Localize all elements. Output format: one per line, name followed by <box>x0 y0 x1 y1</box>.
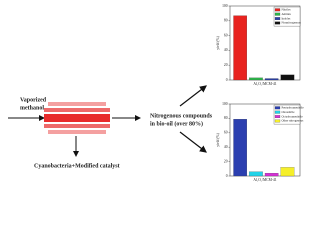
bar <box>249 171 263 177</box>
legend-label: Amides <box>282 12 292 16</box>
legend-swatch <box>274 119 281 123</box>
arrow <box>179 131 207 153</box>
bar <box>264 173 279 177</box>
legend-label: Pentadecanenitrile <box>282 105 305 109</box>
legend-label: Nonnitrogenous <box>282 21 302 25</box>
legend-swatch <box>274 106 281 110</box>
bar <box>264 78 279 81</box>
legend-swatch <box>274 8 281 12</box>
y-tick-label: 80 <box>224 116 228 120</box>
x-tick-label: Al₂O₃/MCM-41 <box>253 178 276 182</box>
legend-label: Oleonitrile <box>282 110 296 114</box>
legend-label: Indoles <box>282 16 292 20</box>
bar <box>280 74 295 81</box>
diagram: Vaporized methanol Cyanobacteria+Modifie… <box>8 4 305 182</box>
legend-swatch <box>274 21 281 25</box>
input-label: methanol <box>20 105 44 111</box>
y-tick-label: 40 <box>224 48 228 52</box>
legend-swatch <box>274 17 281 20</box>
legend-label: Octadecanenitrile <box>282 114 304 118</box>
y-tick-label: 60 <box>224 131 228 135</box>
bar <box>233 15 247 81</box>
legend-label: Nitriles <box>282 7 292 11</box>
bar <box>280 167 295 177</box>
y-tick-label: 20 <box>224 63 228 67</box>
y-tick-label: 40 <box>224 145 228 149</box>
process-label: Cyanobacteria+Modified catalyst <box>34 163 120 169</box>
product-label: in bio-oil (over 80%) <box>150 120 203 127</box>
input-label: Vaporized <box>20 97 47 103</box>
legend-label: Other nitrogenous <box>282 119 305 123</box>
y-tick-label: 60 <box>224 33 228 37</box>
y-tick-label: 0 <box>226 78 228 82</box>
arrow <box>179 85 207 107</box>
reactor <box>44 102 110 134</box>
bar <box>249 77 263 81</box>
legend-swatch <box>274 12 281 16</box>
x-tick-label: Al₂O₃/MCM-41 <box>253 82 276 86</box>
y-tick-label: 100 <box>222 102 228 106</box>
legend-box <box>273 6 301 27</box>
y-tick-label: 0 <box>226 174 228 178</box>
y-axis-label: yield (%) <box>216 35 220 49</box>
bar <box>233 119 247 177</box>
product-label: Nitrogenous compounds <box>150 113 213 119</box>
legend-swatch <box>274 115 281 119</box>
y-tick-label: 80 <box>224 19 228 23</box>
y-tick-label: 20 <box>224 159 228 163</box>
legend-box <box>273 104 301 125</box>
legend-swatch <box>274 110 281 114</box>
y-axis-label: yield (%) <box>216 132 220 146</box>
y-tick-label: 100 <box>222 4 228 8</box>
